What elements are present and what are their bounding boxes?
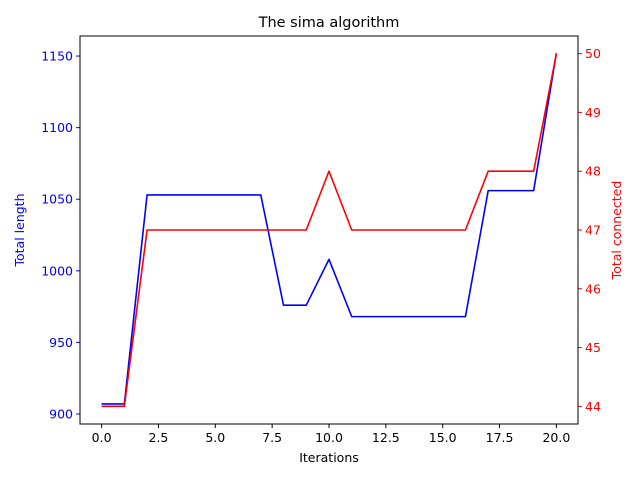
right-tick-label: 44 (585, 399, 601, 414)
x-tick-label: 17.5 (486, 430, 514, 445)
right-tick-label: 49 (585, 105, 601, 120)
total-connected-line (101, 53, 558, 408)
right-tick-label: 45 (585, 340, 601, 355)
x-tick-label: 7.5 (262, 430, 282, 445)
left-axis-label: Total length (12, 193, 27, 267)
left-tick-label: 1100 (41, 120, 73, 135)
series-layer (101, 53, 558, 408)
left-tick-label: 950 (49, 335, 73, 350)
x-tick-label: 10.0 (315, 430, 343, 445)
x-axis-label: Iterations (299, 450, 359, 465)
x-tick-label: 20.0 (542, 430, 570, 445)
plot-frame (79, 35, 579, 425)
left-tick-label: 1000 (41, 263, 73, 278)
x-tick-label: 2.5 (149, 430, 169, 445)
ticks-layer: 0.0 2.5 5.0 7.5 10.0 12.5 15.0 17.5 20.0 900 950 10… (41, 46, 601, 445)
left-tick-label: 900 (49, 406, 73, 421)
left-tick-label: 1050 (41, 192, 73, 207)
right-tick-label: 48 (585, 164, 601, 179)
x-tick-label: 5.0 (205, 430, 225, 445)
x-tick-label: 12.5 (372, 430, 400, 445)
right-tick-label: 47 (585, 223, 601, 238)
left-tick-label: 1150 (41, 49, 73, 64)
right-axis-label: Total connected (609, 181, 624, 281)
x-tick-label: 0.0 (92, 430, 112, 445)
x-tick-label: 15.0 (429, 430, 457, 445)
chart-title: The sima algorithm (258, 15, 400, 31)
right-tick-label: 46 (585, 281, 601, 296)
total-length-line (101, 53, 558, 405)
right-tick-label: 50 (585, 46, 601, 61)
